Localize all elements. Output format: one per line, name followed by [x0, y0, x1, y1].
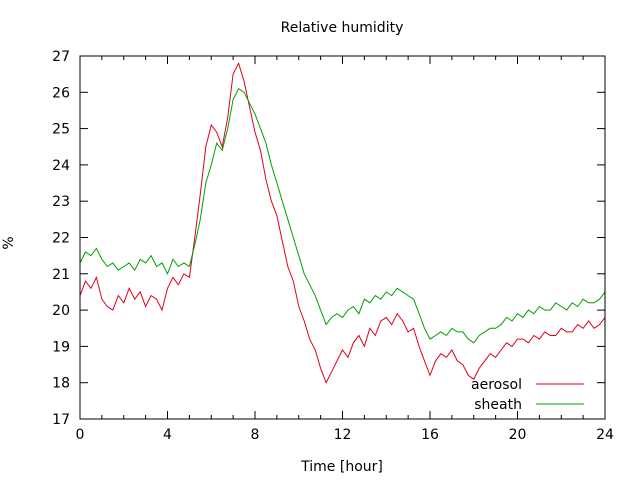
y-axis-label: % [1, 236, 17, 249]
x-tick-label: 8 [251, 427, 260, 443]
x-tick-label: 0 [76, 427, 85, 443]
y-tick-label: 22 [52, 231, 70, 247]
y-tick-label: 20 [52, 303, 70, 319]
legend: aerosol sheath [471, 377, 584, 413]
series-line-sheath [79, 87, 606, 344]
legend-label-sheath: sheath [474, 397, 522, 413]
x-tick-label: 24 [596, 427, 614, 443]
y-tick-label: 24 [52, 158, 70, 174]
y-tick-label: 26 [52, 85, 70, 101]
y-tick-label: 21 [52, 267, 70, 283]
y-tick-label: 25 [52, 122, 70, 138]
y-tick-label: 27 [52, 49, 70, 65]
y-tick-label: 17 [52, 412, 70, 428]
legend-label-aerosol: aerosol [471, 377, 522, 393]
chart-title: Relative humidity [281, 20, 404, 36]
x-axis-label: Time [hour] [300, 459, 383, 475]
plot-frame [79, 55, 606, 420]
y-tick-label: 23 [52, 194, 70, 210]
x-tick-label: 4 [163, 427, 172, 443]
y-tick-label: 19 [52, 339, 70, 355]
x-tick-label: 12 [334, 427, 352, 443]
y-tick-label: 18 [52, 376, 70, 392]
series-line-aerosol [79, 61, 606, 384]
x-tick-label: 20 [509, 427, 527, 443]
x-tick-label: 16 [421, 427, 439, 443]
